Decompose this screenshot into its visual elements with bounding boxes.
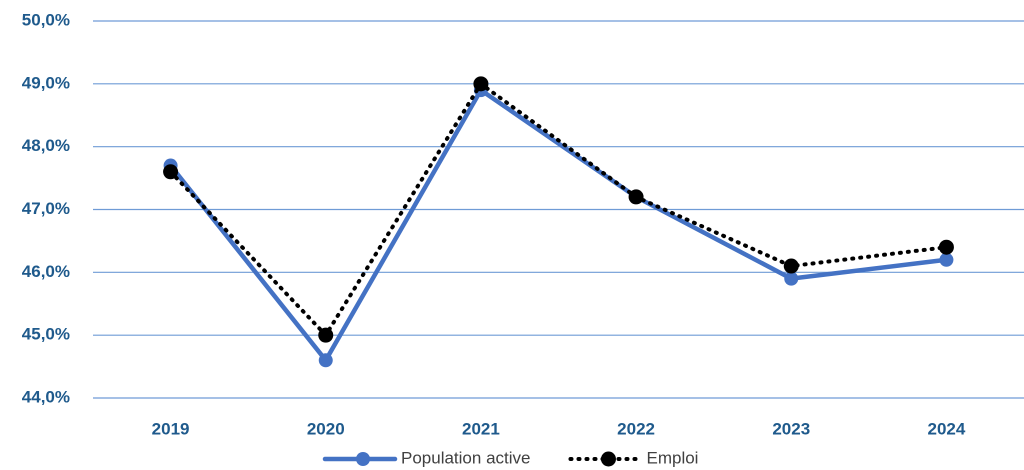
x-tick-label: 2022 xyxy=(617,419,655,438)
legend-marker xyxy=(600,451,616,467)
point xyxy=(783,258,799,274)
legend-marker xyxy=(356,452,370,466)
point xyxy=(163,164,179,180)
series-line xyxy=(168,87,949,363)
point xyxy=(318,353,333,368)
y-tick-label: 45,0% xyxy=(22,325,70,344)
point xyxy=(473,76,489,92)
y-tick-label: 48,0% xyxy=(22,136,70,155)
point xyxy=(628,189,644,205)
x-tick-label: 2023 xyxy=(772,419,810,438)
point xyxy=(784,271,799,286)
y-tick-label: 49,0% xyxy=(22,73,70,92)
legend-label: Emploi xyxy=(646,448,698,467)
y-tick-label: 50,0% xyxy=(22,10,70,29)
y-tick-label: 44,0% xyxy=(22,387,70,406)
legend-label: Population active xyxy=(401,448,530,467)
point xyxy=(938,239,954,255)
series-line xyxy=(168,81,949,338)
x-tick-label: 2024 xyxy=(928,419,966,438)
x-tick-label: 2021 xyxy=(462,419,500,438)
x-tick-label: 2019 xyxy=(152,419,190,438)
y-tick-label: 46,0% xyxy=(22,262,70,281)
point xyxy=(939,252,954,267)
y-tick-label: 47,0% xyxy=(22,199,70,218)
point xyxy=(318,327,334,343)
x-tick-label: 2020 xyxy=(307,419,345,438)
